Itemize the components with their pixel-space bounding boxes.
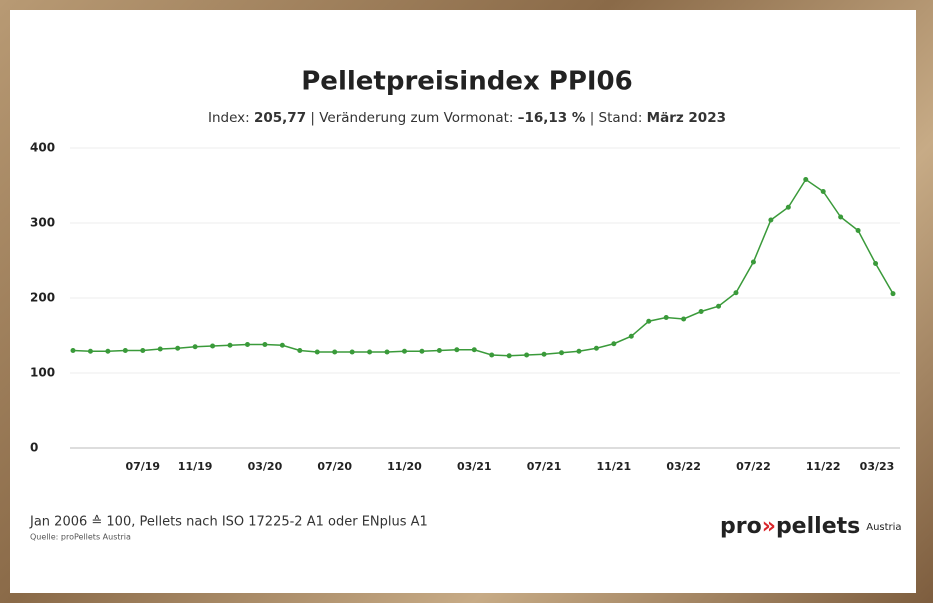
x-tick-label: 07/22 [736, 460, 771, 473]
logo-text: pro [720, 514, 762, 539]
card [10, 10, 916, 593]
subtitle-part: | Veränderung zum Vormonat: [306, 110, 518, 126]
y-tick-label: 200 [30, 291, 55, 305]
point [646, 319, 651, 324]
point [419, 349, 424, 354]
point [297, 348, 302, 353]
y-tick-label: 0 [30, 441, 38, 455]
y-tick-label: 100 [30, 366, 55, 380]
point [332, 350, 337, 355]
point [873, 261, 878, 266]
x-tick-label: 03/22 [666, 460, 701, 473]
point [489, 353, 494, 358]
point [611, 341, 616, 346]
point [402, 349, 407, 354]
x-tick-label: 11/21 [597, 460, 632, 473]
logo-mark: » [762, 514, 776, 539]
subtitle-part: 205,77 [254, 110, 306, 126]
point [699, 309, 704, 314]
point [140, 348, 145, 353]
point [629, 334, 634, 339]
point [193, 344, 198, 349]
point [786, 205, 791, 210]
source: Quelle: proPellets Austria [30, 533, 131, 542]
point [71, 348, 76, 353]
subtitle-part: März 2023 [647, 110, 726, 126]
point [681, 317, 686, 322]
point [733, 290, 738, 295]
point [838, 215, 843, 220]
point [716, 304, 721, 309]
footnote: Jan 2006 ≙ 100, Pellets nach ISO 17225-2… [29, 515, 428, 530]
subtitle-part: –16,13 % [518, 110, 586, 126]
subtitle: Index: 205,77 | Veränderung zum Vormonat… [208, 110, 726, 126]
point [594, 346, 599, 351]
point [123, 348, 128, 353]
x-tick-label: 07/19 [125, 460, 160, 473]
point [367, 350, 372, 355]
point [88, 349, 93, 354]
x-tick-label: 03/21 [457, 460, 492, 473]
point [576, 349, 581, 354]
x-tick-label: 03/20 [248, 460, 283, 473]
point [454, 347, 459, 352]
subtitle-part: Index: [208, 110, 254, 126]
x-tick-label: 07/20 [317, 460, 352, 473]
x-tick-label: 03/23 [860, 460, 895, 473]
point [664, 315, 669, 320]
logo-sub: Austria [866, 522, 901, 533]
x-tick-label: 11/20 [387, 460, 422, 473]
point [175, 346, 180, 351]
point [245, 342, 250, 347]
point [542, 352, 547, 357]
y-tick-label: 400 [30, 141, 55, 155]
point [105, 349, 110, 354]
point [803, 177, 808, 182]
point [262, 342, 267, 347]
x-tick-label: 11/22 [806, 460, 841, 473]
point [228, 343, 233, 348]
x-tick-label: 11/19 [178, 460, 213, 473]
point [507, 353, 512, 358]
subtitle-part: | Stand: [585, 110, 646, 126]
point [751, 260, 756, 265]
point [891, 291, 896, 296]
point [856, 228, 861, 233]
point [350, 350, 355, 355]
point [158, 347, 163, 352]
x-tick-label: 07/21 [527, 460, 562, 473]
point [385, 350, 390, 355]
point [821, 189, 826, 194]
point [559, 350, 564, 355]
y-tick-label: 300 [30, 216, 55, 230]
chart-title: Pelletpreisindex PPI06 [301, 67, 633, 97]
point [472, 347, 477, 352]
chart: Pelletpreisindex PPI06 Index: 205,77 | V… [0, 0, 933, 603]
logo-text: pellets [776, 514, 860, 539]
point [524, 353, 529, 358]
point [210, 344, 215, 349]
point [437, 348, 442, 353]
point [315, 350, 320, 355]
point [280, 343, 285, 348]
point [768, 218, 773, 223]
